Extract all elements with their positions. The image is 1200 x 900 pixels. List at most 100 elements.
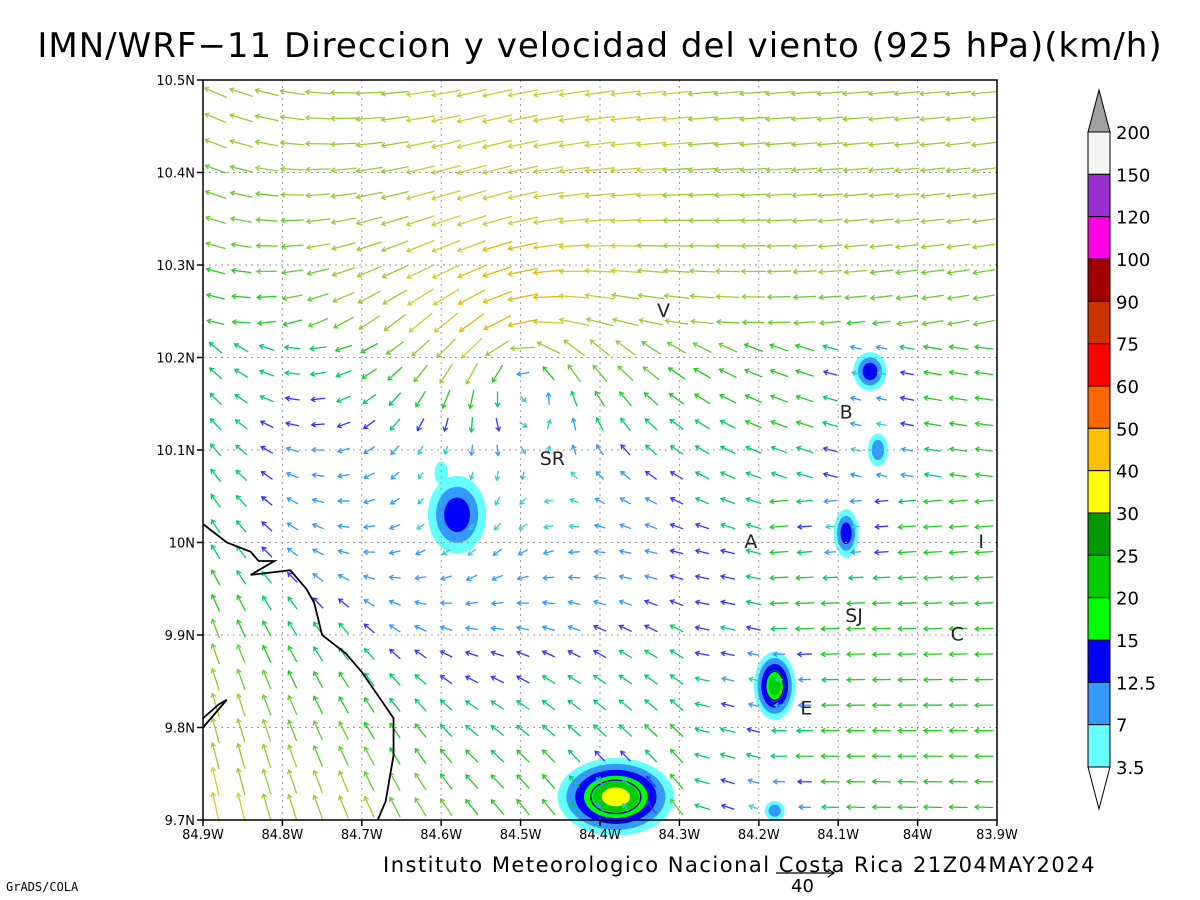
wind-arrow	[304, 114, 331, 121]
wind-arrow	[713, 192, 742, 199]
wind-arrow	[897, 676, 917, 683]
wind-arrow	[209, 417, 222, 431]
wind-arrow	[897, 549, 917, 556]
wind-arrow	[507, 318, 538, 328]
wind-arrow	[620, 470, 631, 480]
wind-arrow	[850, 523, 861, 530]
wind-arrow	[233, 343, 249, 353]
wind-arrow	[842, 192, 869, 199]
wind-arrow	[332, 316, 355, 329]
wind-arrow	[405, 165, 435, 175]
wind-arrow	[567, 675, 581, 685]
wind-arrow	[824, 523, 836, 530]
wind-arrow	[532, 115, 564, 124]
wind-arrow	[406, 288, 434, 306]
calm-wind-shading	[427, 351, 888, 836]
wind-arrow	[558, 243, 590, 250]
wind-arrow	[568, 497, 579, 504]
lat-tick-label: 10.5N	[156, 74, 195, 89]
wind-arrow	[747, 778, 760, 784]
lat-tick-label: 10N	[169, 537, 195, 552]
wind-arrow	[766, 294, 791, 301]
wind-arrow	[360, 342, 379, 354]
lon-tick-label: 84.8W	[261, 828, 303, 843]
wind-arrow	[563, 339, 586, 357]
wind-arrow	[430, 139, 461, 150]
wind-arrow	[609, 242, 641, 249]
lat-tick-label: 10.1N	[156, 444, 195, 459]
wind-arrow	[687, 90, 717, 97]
wind-arrow	[568, 523, 580, 530]
wind-arrow	[847, 574, 864, 581]
wind-arrow	[210, 618, 221, 639]
wind-arrow	[558, 293, 590, 299]
wind-arrow	[973, 344, 994, 351]
wind-arrow	[439, 575, 452, 582]
wind-arrow	[284, 370, 301, 376]
wind-arrow	[255, 268, 278, 275]
wind-arrow	[919, 116, 946, 123]
software-credit: GrADS/COLA	[6, 880, 79, 894]
wind-arrow	[261, 743, 272, 769]
wind-arrow	[745, 522, 762, 530]
wind-arrow	[874, 498, 889, 505]
wind-arrow	[694, 419, 710, 430]
wind-arrow	[229, 216, 252, 223]
wind-arrow	[495, 418, 502, 433]
wind-arrow	[643, 599, 658, 607]
legend-swatch	[1087, 470, 1111, 514]
wind-arrow	[415, 549, 426, 556]
wind-arrow	[490, 798, 505, 816]
wind-arrow	[236, 594, 246, 612]
calm-shade	[444, 497, 471, 533]
wind-arrow	[363, 623, 375, 634]
wind-arrow	[764, 141, 793, 148]
wind-arrow	[355, 141, 383, 148]
wind-arrow	[456, 240, 487, 253]
wind-arrow	[441, 389, 451, 410]
wind-arrow	[868, 167, 895, 174]
wind-arrow	[305, 218, 330, 225]
wind-arrow	[203, 112, 227, 124]
wind-arrow	[971, 192, 997, 199]
wind-arrow	[669, 444, 684, 455]
wind-arrow	[820, 727, 840, 734]
wind-arrow	[490, 749, 505, 763]
wind-arrow	[643, 649, 658, 659]
wind-arrow	[210, 593, 221, 612]
wind-arrow	[796, 549, 813, 556]
wind-arrow	[236, 619, 246, 638]
wind-arrow	[205, 292, 225, 300]
color-legend: 200 150 120 100 90 75 60 50 40 30 25 20 15 12.5 7 3.5	[1087, 88, 1156, 811]
wind-arrow	[719, 393, 737, 404]
wind-arrow	[919, 141, 946, 148]
wind-arrow	[668, 392, 685, 405]
wind-arrow	[897, 804, 917, 811]
wind-arrow	[235, 494, 247, 507]
wind-arrow	[414, 723, 427, 738]
wind-arrow	[411, 339, 430, 357]
wind-arrow	[795, 420, 814, 428]
wind-arrow	[720, 650, 735, 657]
wind-arrow	[973, 651, 994, 658]
wind-arrow	[795, 394, 814, 403]
wind-arrow	[849, 549, 862, 556]
wind-arrow	[817, 217, 843, 224]
wind-arrow	[769, 524, 789, 530]
wind-arrow	[465, 574, 478, 582]
wind-arrow	[313, 646, 324, 662]
wind-arrow	[816, 116, 844, 122]
reference-vector-label: 40	[791, 876, 814, 897]
wind-arrow	[687, 141, 717, 148]
wind-arrow	[720, 496, 736, 505]
wind-arrow	[769, 574, 789, 581]
wind-arrow	[439, 363, 454, 385]
wind-arrow	[893, 90, 921, 97]
wind-arrow	[567, 549, 580, 556]
wind-arrow	[973, 727, 994, 734]
wind-arrow	[415, 390, 427, 408]
wind-arrow	[210, 568, 221, 586]
wind-arrow	[405, 140, 435, 149]
wind-arrow	[456, 88, 487, 99]
